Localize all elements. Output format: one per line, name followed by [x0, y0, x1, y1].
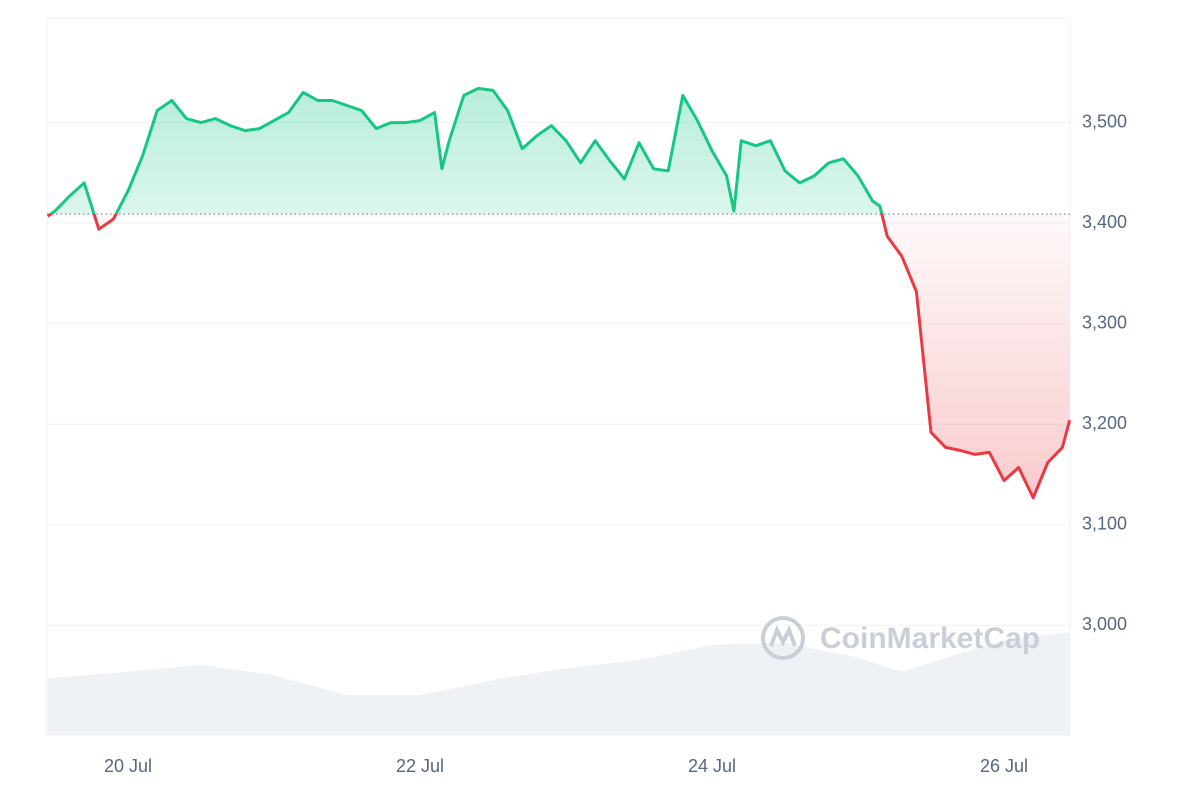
y-tick-label: 3,100 [1082, 514, 1127, 534]
x-tick-label: 20 Jul [104, 756, 152, 776]
x-tick-label: 24 Jul [688, 756, 736, 776]
y-tick-label: 3,000 [1082, 614, 1127, 634]
watermark-logo [761, 616, 805, 660]
y-tick-label: 3,300 [1082, 312, 1127, 332]
x-tick-label: 26 Jul [980, 756, 1028, 776]
price-area [47, 88, 1070, 498]
y-tick-label: 3,500 [1082, 111, 1127, 131]
price-line [46, 86, 1072, 500]
x-tick-label: 22 Jul [396, 756, 444, 776]
watermark: CoinMarketCap [820, 622, 1040, 655]
y-tick-label: 3,200 [1082, 413, 1127, 433]
volume-area [47, 632, 1070, 735]
y-tick-label: 3,400 [1082, 212, 1127, 232]
